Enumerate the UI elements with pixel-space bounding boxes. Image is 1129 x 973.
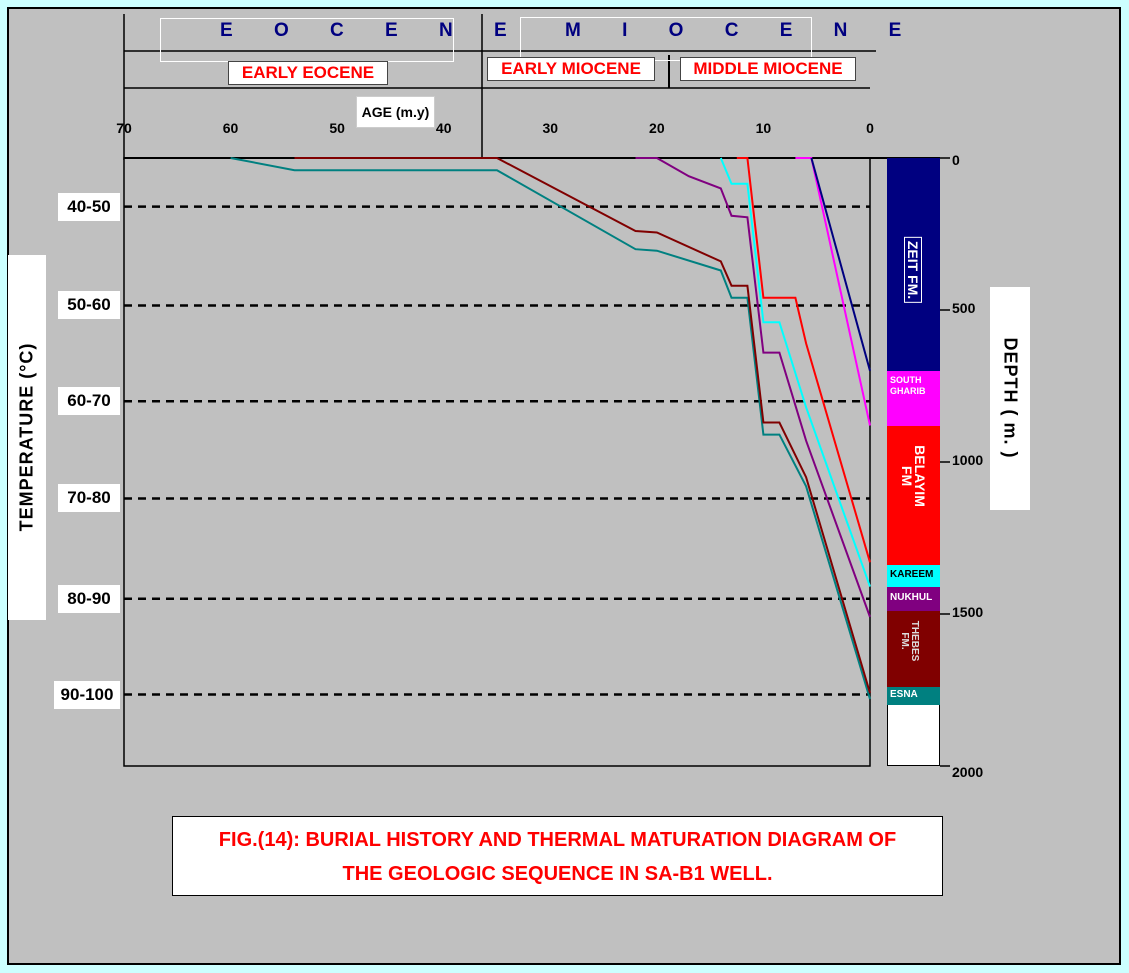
depth-tick-label: 0 <box>952 152 960 168</box>
formation-block: KAREEM <box>887 565 940 587</box>
figure-caption: FIG.(14): BURIAL HISTORY AND THERMAL MAT… <box>172 816 943 896</box>
plot-area <box>123 157 871 767</box>
x-tick-label: 10 <box>755 120 772 136</box>
epoch-early-miocene: EARLY MIOCENE <box>487 57 655 81</box>
depth-axis-label: DEPTH ( m. ) <box>1000 337 1021 459</box>
period-eocene-box <box>160 18 454 62</box>
burial-curve <box>635 157 871 618</box>
x-tick-label: 70 <box>116 120 132 136</box>
depth-tick-label: 1500 <box>952 604 984 620</box>
depth-tick-label: 500 <box>952 300 976 316</box>
x-tick-label: 0 <box>866 120 874 136</box>
period-miocene-box <box>520 17 812 61</box>
formation-label: THEBES FM. <box>899 620 920 662</box>
formation-block: SOUTH GHARIB <box>887 370 940 426</box>
isotherm-label: 80-90 <box>58 584 120 613</box>
burial-curve <box>294 157 871 694</box>
formation-block: BELAYIM FM <box>887 425 940 566</box>
burial-curve <box>736 157 871 563</box>
epoch-early-eocene: EARLY EOCENE <box>228 61 388 85</box>
x-tick-label: 40 <box>435 120 452 136</box>
depth-tick-label: 1000 <box>952 452 984 468</box>
burial-curve <box>810 157 871 372</box>
depth-tick-label: 2000 <box>952 764 984 780</box>
temperature-label-box: TEMPERATURE (°C) <box>8 255 46 620</box>
formation-block: NUKHUL <box>887 586 940 611</box>
isotherm-label: 70-80 <box>58 484 120 513</box>
x-tick-label: 60 <box>222 120 239 136</box>
formation-label: ESNA <box>890 689 918 701</box>
isotherm-label: 60-70 <box>58 387 120 416</box>
temperature-axis-label: TEMPERATURE (°C) <box>16 342 37 532</box>
isotherm-label: 90-100 <box>54 680 120 709</box>
formation-label: BELAYIM FM <box>899 444 928 507</box>
depth-label-box: DEPTH ( m. ) <box>990 287 1030 510</box>
formation-block: THEBES FM. <box>887 610 940 687</box>
formation-block: ZEIT FM. <box>887 158 940 371</box>
isotherm-label: 40-50 <box>58 192 120 221</box>
formation-label: ZEIT FM. <box>904 236 922 304</box>
burial-curve <box>719 157 871 587</box>
x-tick-label: 30 <box>542 120 559 136</box>
formation-block: ESNA <box>887 686 940 706</box>
x-tick-label: 20 <box>649 120 665 136</box>
isotherm-label: 50-60 <box>58 291 120 320</box>
epoch-middle-miocene: MIDDLE MIOCENE <box>680 57 856 81</box>
period-miocene: M I O C E N E <box>565 20 920 41</box>
burial-curve <box>230 157 871 700</box>
caption-line-1: FIG.(14): BURIAL HISTORY AND THERMAL MAT… <box>218 829 897 851</box>
caption-line-2: THE GEOLOGIC SEQUENCE IN SA-B1 WELL. <box>342 863 773 885</box>
period-eocene: E O C E N E <box>220 20 525 41</box>
formation-label: NUKHUL <box>890 591 933 603</box>
formation-label: SOUTH GHARIB <box>890 374 926 396</box>
x-tick-label: 50 <box>329 120 345 136</box>
formation-label: KAREEM <box>890 569 934 581</box>
age-axis-label: AGE (m.y) <box>356 96 435 128</box>
